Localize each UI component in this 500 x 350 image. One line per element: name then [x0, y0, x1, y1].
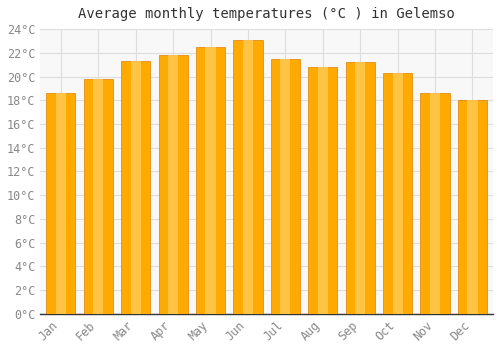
Bar [280, 59, 290, 314]
Bar [84, 79, 113, 314]
Bar [168, 55, 178, 314]
Bar [271, 59, 300, 314]
Bar [392, 73, 402, 314]
Bar [234, 40, 262, 314]
Bar [93, 79, 104, 314]
Bar [355, 62, 366, 314]
Bar [243, 40, 253, 314]
Title: Average monthly temperatures (°C ) in Gelemso: Average monthly temperatures (°C ) in Ge… [78, 7, 455, 21]
Bar [206, 47, 216, 314]
Bar [308, 67, 338, 314]
Bar [383, 73, 412, 314]
Bar [468, 100, 477, 314]
Bar [130, 61, 141, 314]
Bar [420, 93, 450, 314]
Bar [121, 61, 150, 314]
Bar [158, 55, 188, 314]
Bar [196, 47, 225, 314]
Bar [346, 62, 375, 314]
Bar [318, 67, 328, 314]
Bar [56, 93, 66, 314]
Bar [458, 100, 487, 314]
Bar [46, 93, 76, 314]
Bar [430, 93, 440, 314]
